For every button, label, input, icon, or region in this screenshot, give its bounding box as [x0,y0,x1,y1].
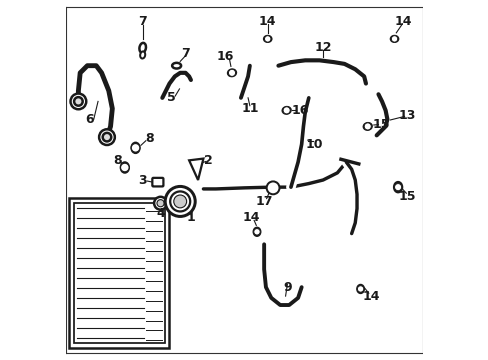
Text: 7: 7 [138,14,147,27]
Circle shape [283,107,290,114]
Circle shape [131,144,140,152]
Text: 16: 16 [290,104,308,117]
Circle shape [74,97,82,106]
Ellipse shape [227,69,235,76]
Text: 3: 3 [138,174,147,186]
Text: 9: 9 [283,281,291,294]
Text: 12: 12 [314,41,331,54]
Text: 10: 10 [305,138,322,151]
Text: 11: 11 [241,102,258,115]
Ellipse shape [139,43,146,53]
Circle shape [253,229,260,235]
Text: 4: 4 [156,207,164,220]
Ellipse shape [357,285,363,293]
Circle shape [364,123,370,130]
Ellipse shape [282,107,290,114]
Ellipse shape [131,143,139,153]
Text: 15: 15 [397,190,415,203]
Circle shape [228,69,235,76]
Text: 7: 7 [181,47,189,60]
Ellipse shape [363,123,371,130]
Bar [74,203,165,342]
Ellipse shape [140,51,145,59]
Circle shape [102,133,111,141]
Ellipse shape [253,228,260,236]
Text: 8: 8 [145,132,154,145]
Ellipse shape [264,36,271,42]
Circle shape [390,36,397,42]
Text: 14: 14 [259,14,276,27]
FancyBboxPatch shape [152,178,163,186]
Circle shape [264,36,270,42]
Bar [69,198,169,348]
Text: 15: 15 [372,118,389,131]
Circle shape [99,129,115,145]
Circle shape [173,195,186,208]
Circle shape [357,286,363,292]
Circle shape [394,184,401,191]
Ellipse shape [393,182,401,192]
Circle shape [70,94,86,109]
Text: 14: 14 [362,289,379,303]
Text: 14: 14 [243,211,260,224]
Text: 14: 14 [394,14,411,27]
Text: 17: 17 [255,195,272,208]
Circle shape [154,197,166,210]
Polygon shape [189,158,203,180]
Text: 1: 1 [186,211,195,224]
Circle shape [157,200,164,207]
Circle shape [266,181,279,194]
Text: 16: 16 [216,50,233,63]
Ellipse shape [390,36,397,42]
Circle shape [121,163,129,172]
Text: 5: 5 [166,91,175,104]
Text: 2: 2 [204,154,213,167]
Circle shape [170,192,190,211]
Ellipse shape [172,63,181,68]
Text: 8: 8 [113,154,122,167]
Ellipse shape [121,162,128,172]
Circle shape [165,186,195,216]
Text: 6: 6 [84,113,93,126]
Text: 13: 13 [398,109,415,122]
